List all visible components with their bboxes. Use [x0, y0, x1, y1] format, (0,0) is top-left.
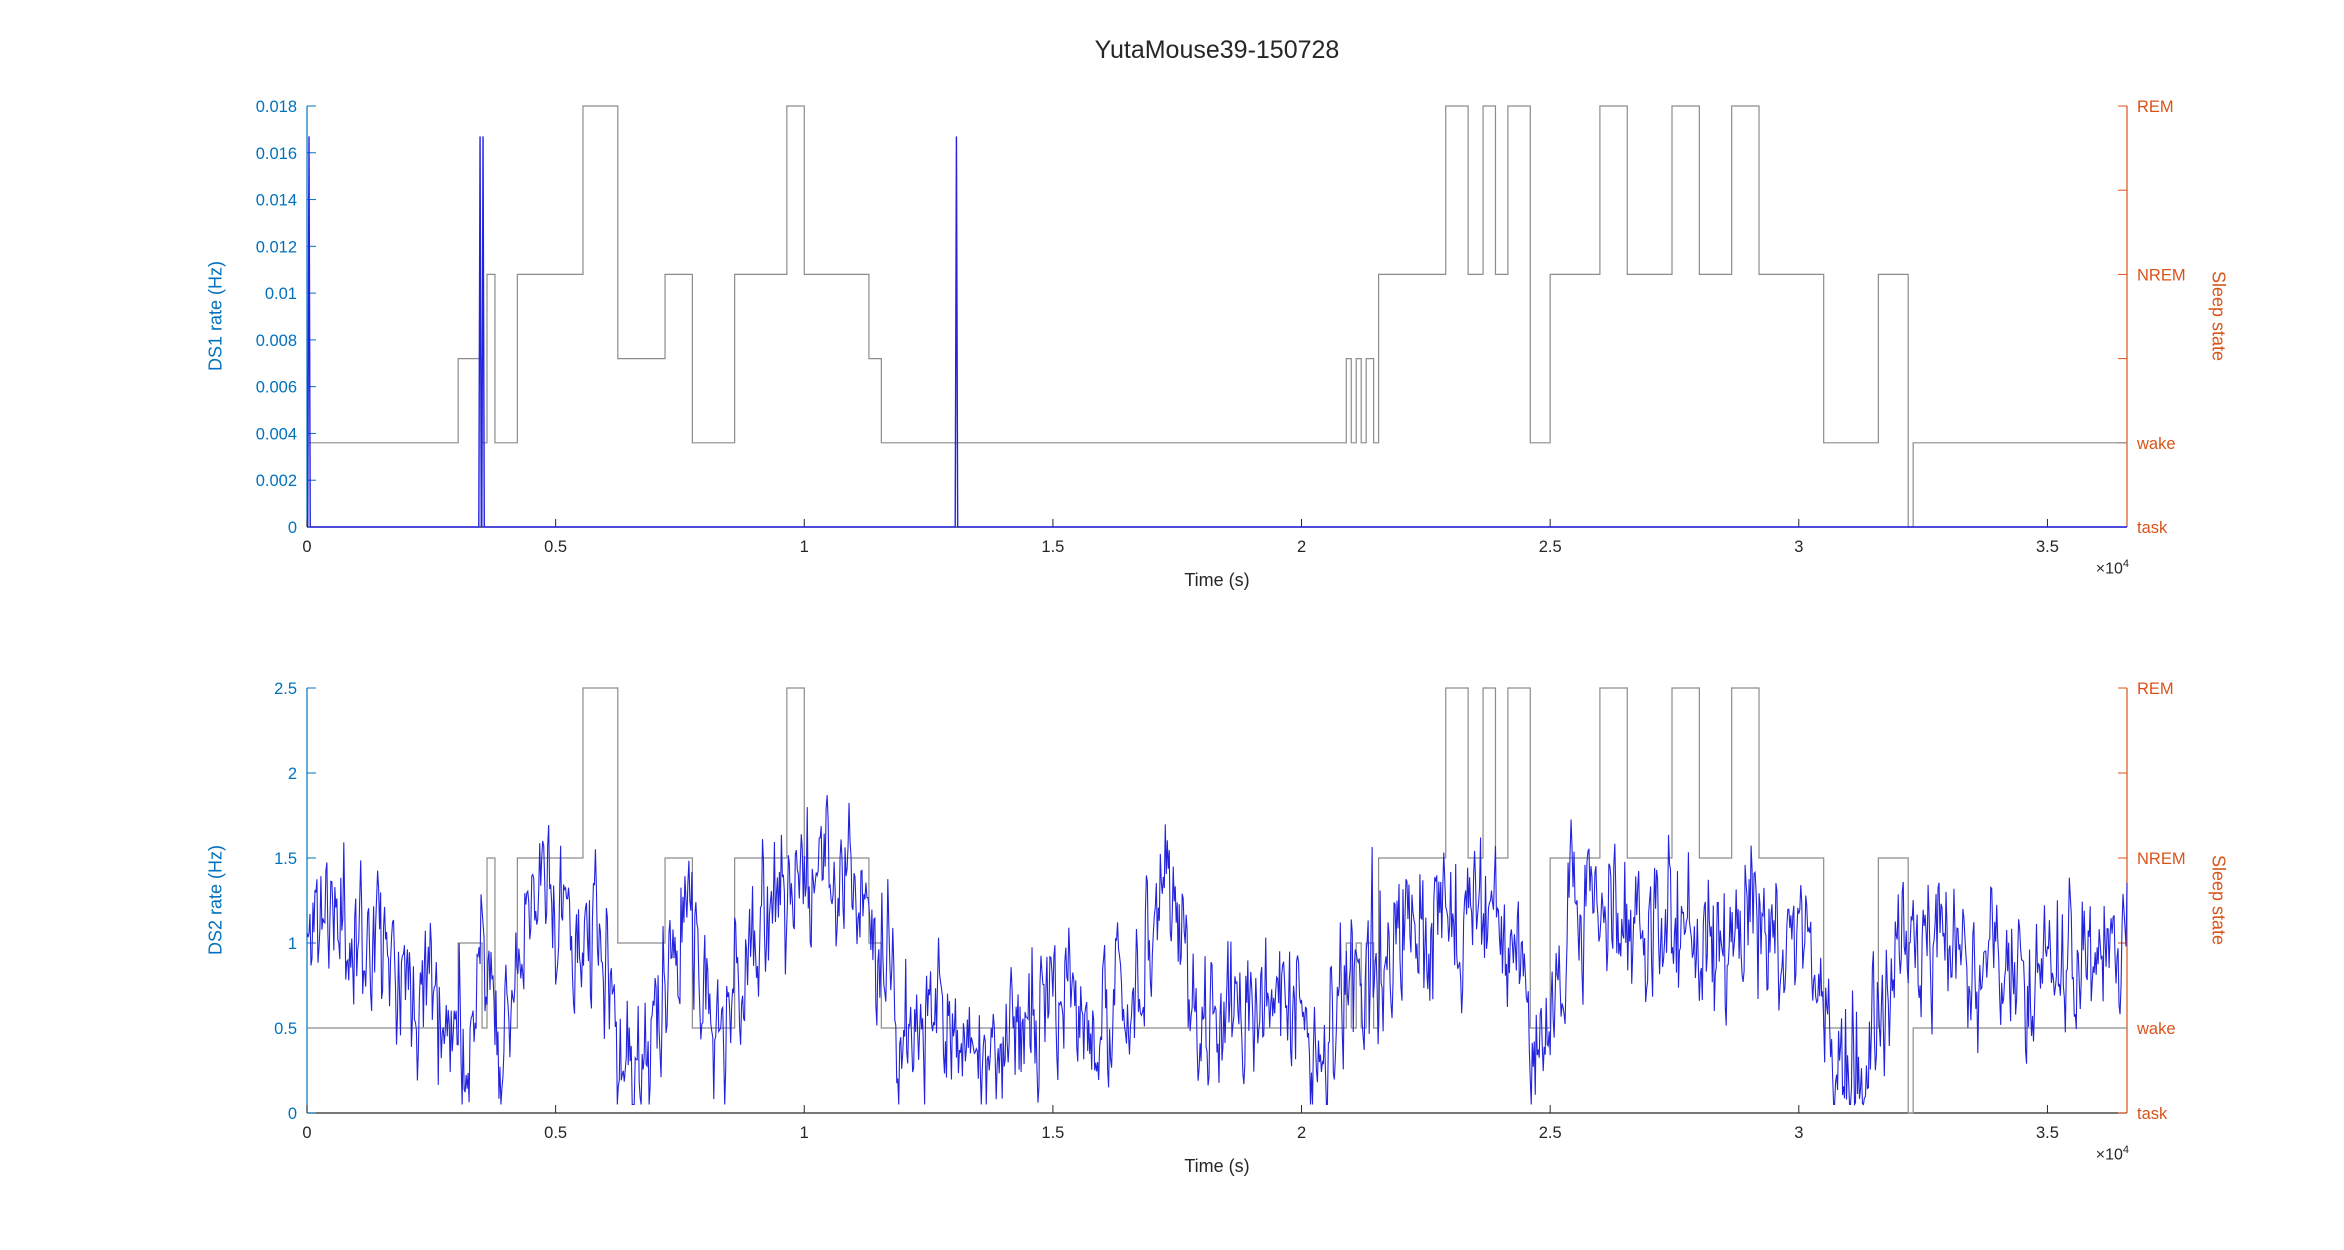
sleep-state-tick-label: NREM — [2137, 266, 2186, 284]
y-tick-label: 0.012 — [256, 238, 297, 256]
x-tick-label: 3 — [1794, 538, 1803, 556]
x-tick-label: 2 — [1297, 1124, 1306, 1142]
x-axis-exponent-bottom: ×104 — [2096, 1144, 2129, 1164]
sleep-state-axis-label-top: Sleep state — [2208, 270, 2229, 362]
y-tick-label: 1.5 — [274, 850, 297, 868]
x-tick-label: 1 — [800, 1124, 809, 1142]
sleep-state-axis-ticks: task wake NREM REM — [2118, 680, 2186, 1123]
x-axis-label-bottom: Time (s) — [1184, 1156, 1250, 1176]
ds2-y-axis-label: DS2 rate (Hz) — [205, 844, 226, 956]
left-y-axis-ticks: 0 0.002 0.004 0.006 0.008 0.01 0.012 0.014 0.016… — [256, 98, 316, 537]
y-tick-label: 0.006 — [256, 379, 297, 397]
x-tick-label: 3.5 — [2036, 538, 2059, 556]
x-axis-label-top: Time (s) — [1184, 570, 1250, 590]
y-tick-label: 0.004 — [256, 425, 297, 443]
sleep-state-axis-label-bottom: Sleep state — [2208, 854, 2229, 946]
x-tick-label: 2.5 — [1539, 1124, 1562, 1142]
bottom-plot: 0 0.5 1 1.5 2 2.5 3 3.5 0 0.5 1 1.5 2 2.5 task wake NREM… — [274, 680, 2186, 1142]
y-tick-label: 0.5 — [274, 1020, 297, 1038]
top-plot: 0 0.5 1 1.5 2 2.5 3 3.5 0 0.002 0.004 0.006 0.008 0.0… — [256, 98, 2186, 556]
x-axis-ticks: 0 0.5 1 1.5 2 2.5 3 3.5 — [302, 519, 2059, 556]
x-tick-label: 3 — [1794, 1124, 1803, 1142]
sleep-state-tick-label: wake — [2136, 1020, 2176, 1038]
sleep-state-tick-label: REM — [2137, 680, 2174, 698]
y-tick-label: 0.018 — [256, 98, 297, 116]
x-tick-label: 3.5 — [2036, 1124, 2059, 1142]
exponent-power: 4 — [2122, 558, 2129, 570]
y-tick-label: 2.5 — [274, 680, 297, 698]
chart-title: YutaMouse39-150728 — [1094, 36, 1340, 64]
sleep-state-step-line — [307, 687, 2127, 1114]
sleep-state-step-line — [307, 105, 2127, 528]
x-axis-exponent-top: ×104 — [2096, 558, 2129, 578]
y-tick-label: 0.014 — [256, 192, 297, 210]
ds2-rate-line — [306, 794, 2128, 1107]
y-tick-label: 0.016 — [256, 145, 297, 163]
sleep-state-axis-ticks: task wake NREM REM — [2118, 98, 2186, 537]
ds1-y-axis-label: DS1 rate (Hz) — [205, 260, 226, 372]
exponent-base: ×10 — [2095, 1146, 2123, 1164]
x-tick-label: 0 — [302, 538, 311, 556]
x-tick-label: 0 — [302, 1124, 311, 1142]
y-tick-label: 0.01 — [265, 285, 297, 303]
exponent-power: 4 — [2122, 1144, 2129, 1156]
ds1-rate-line — [307, 136, 2127, 528]
exponent-base: ×10 — [2095, 560, 2123, 578]
x-tick-label: 2.5 — [1539, 538, 1562, 556]
x-tick-label: 1 — [800, 538, 809, 556]
x-tick-label: 1.5 — [1041, 1124, 1064, 1142]
x-tick-label: 1.5 — [1041, 538, 1064, 556]
y-tick-label: 0.002 — [256, 472, 297, 490]
y-tick-label: 0 — [288, 1105, 297, 1123]
y-tick-label: 1 — [288, 935, 297, 953]
y-tick-label: 2 — [288, 765, 297, 783]
x-tick-label: 2 — [1297, 538, 1306, 556]
left-y-axis-ticks: 0 0.5 1 1.5 2 2.5 — [274, 680, 316, 1123]
sleep-state-tick-label: task — [2137, 1105, 2168, 1123]
sleep-state-tick-label: NREM — [2137, 850, 2186, 868]
x-axis-ticks: 0 0.5 1 1.5 2 2.5 3 3.5 — [302, 1105, 2059, 1142]
x-tick-label: 0.5 — [544, 538, 567, 556]
y-tick-label: 0 — [288, 519, 297, 537]
y-tick-label: 0.008 — [256, 332, 297, 350]
sleep-state-tick-label: REM — [2137, 98, 2174, 116]
x-tick-label: 0.5 — [544, 1124, 567, 1142]
sleep-state-tick-label: wake — [2136, 435, 2176, 453]
sleep-state-tick-label: task — [2137, 519, 2168, 537]
